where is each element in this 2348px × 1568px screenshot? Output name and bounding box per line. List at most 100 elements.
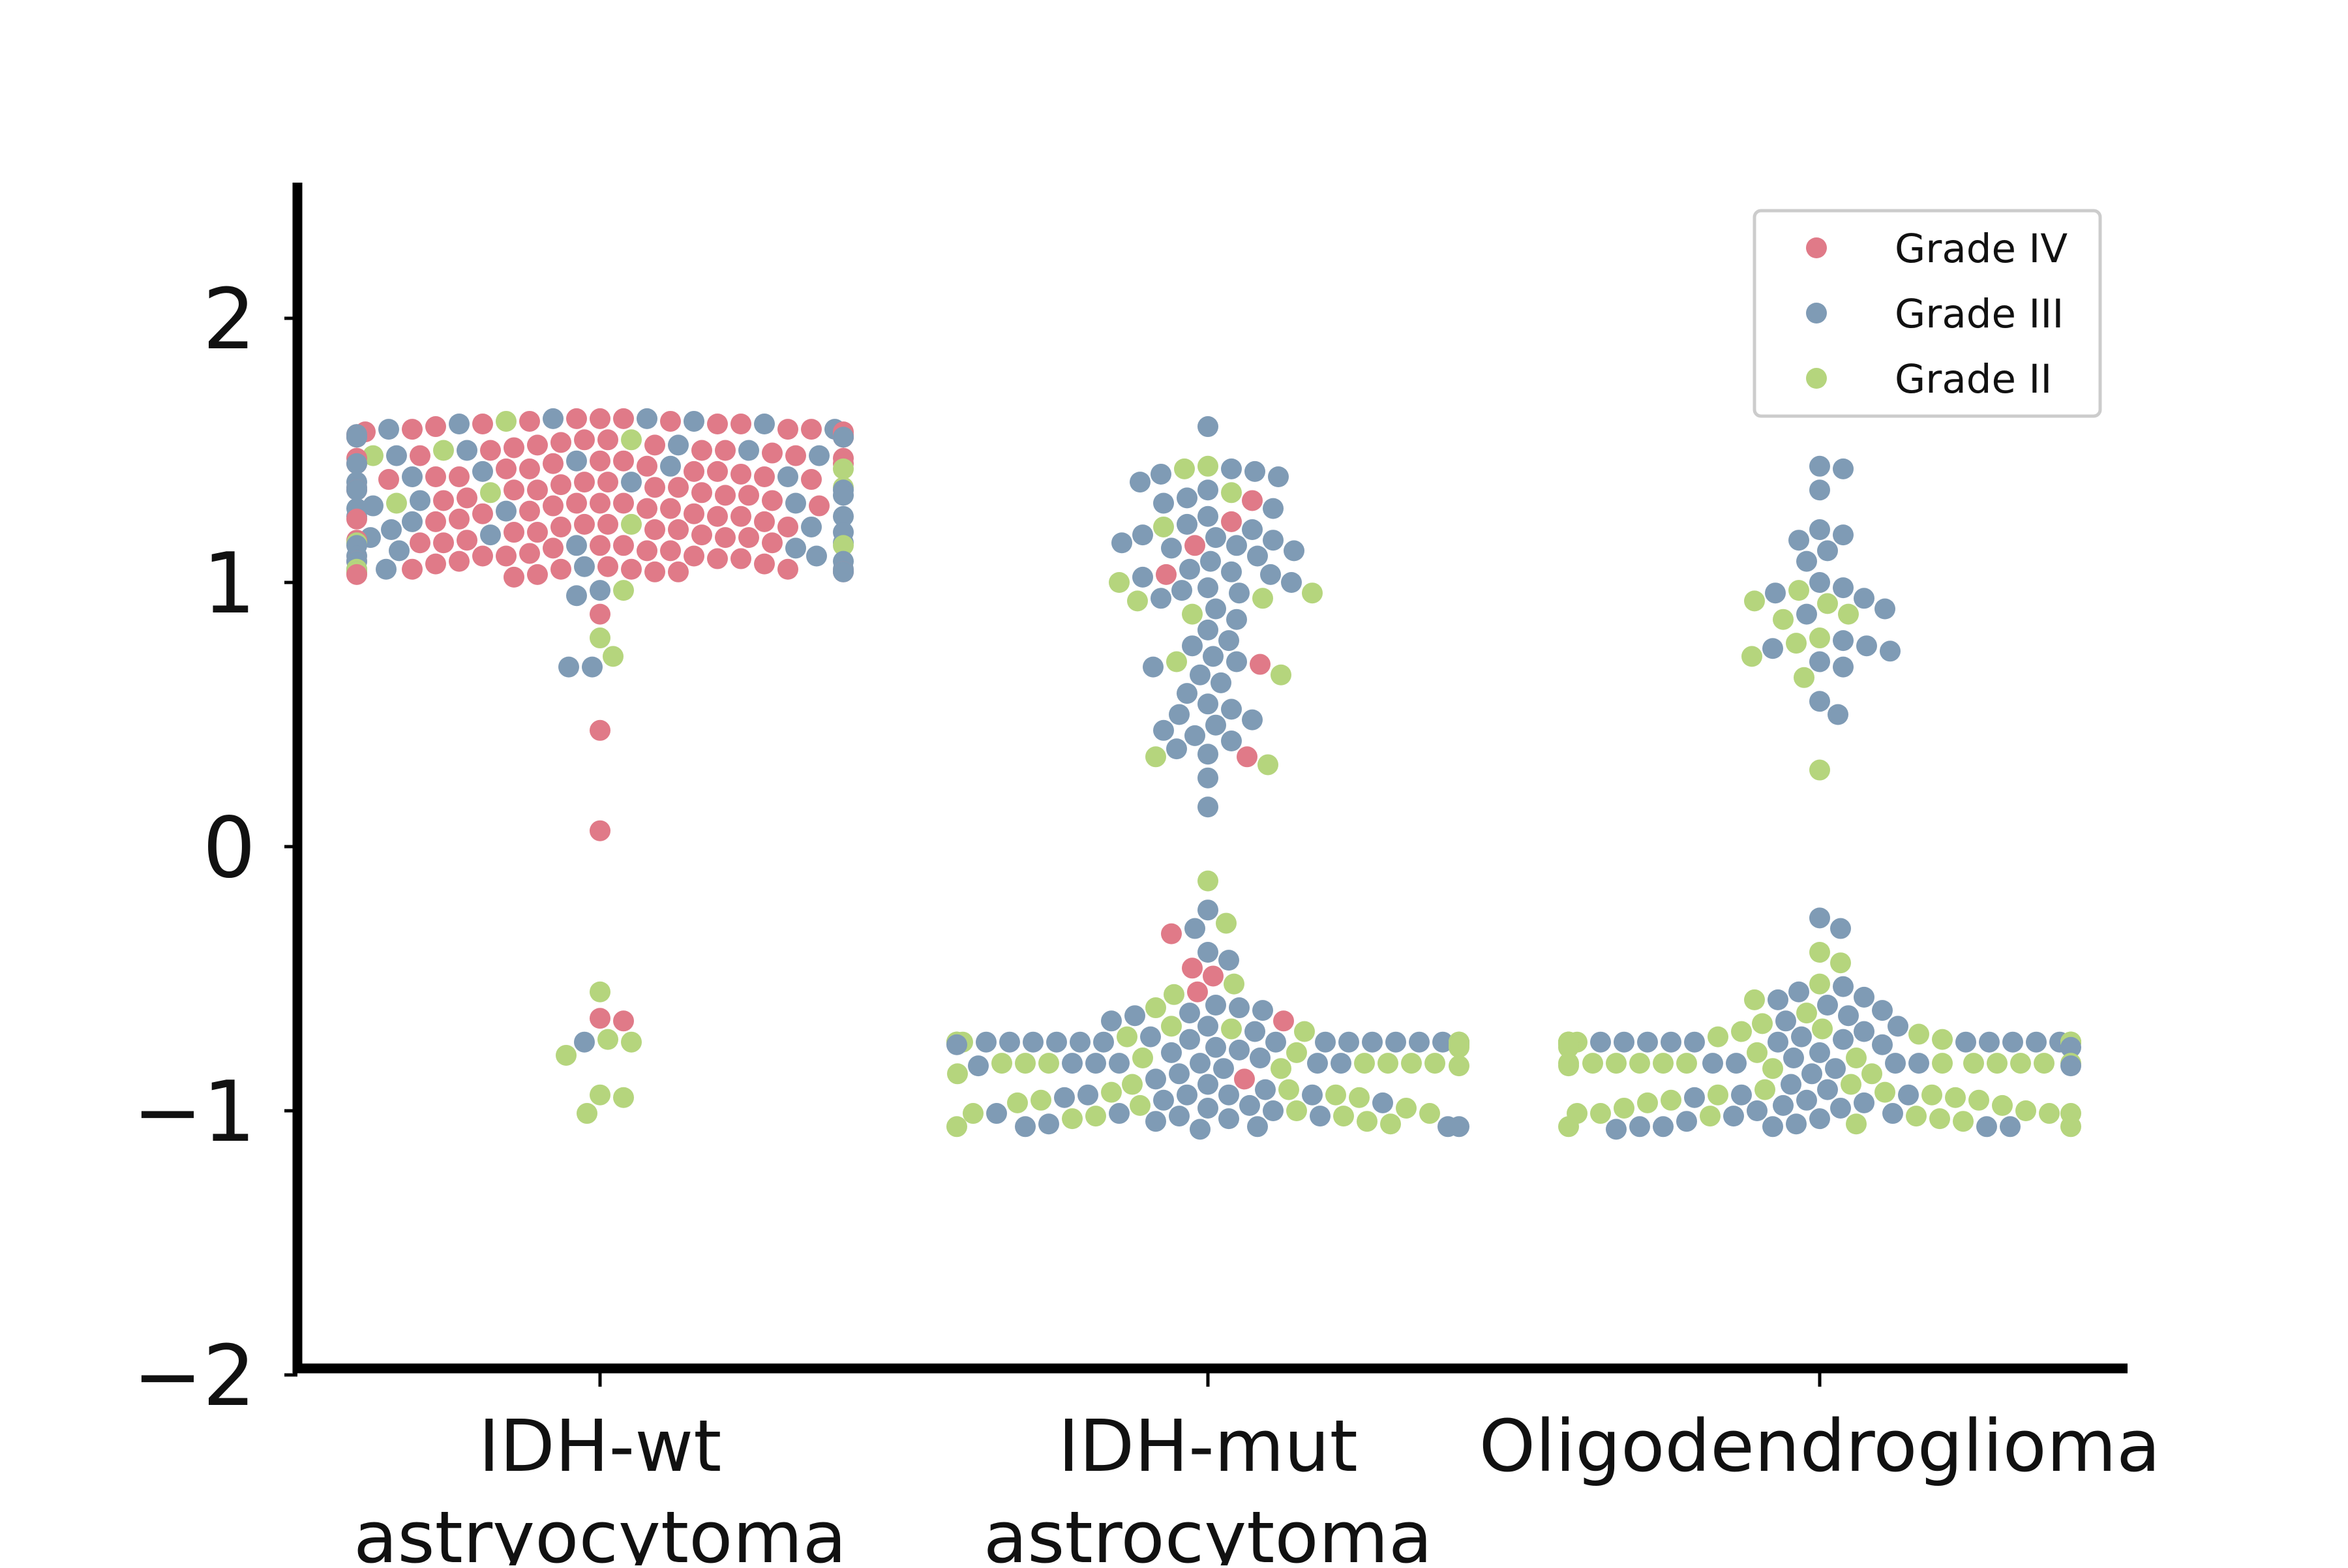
data-point-grade-iii (1263, 530, 1284, 550)
data-point-grade-iii (1244, 461, 1265, 482)
y-tick-label: 2 (203, 271, 256, 369)
data-point-grade-iii (1372, 1093, 1393, 1113)
data-point-grade-ii (1812, 1018, 1833, 1039)
data-point-grade-ii (1286, 1100, 1307, 1121)
data-point-grade-iv (433, 490, 454, 511)
data-point-grade-ii (1953, 1111, 1974, 1132)
data-point-grade-iii (1255, 1079, 1276, 1100)
data-point-grade-ii (1197, 456, 1218, 477)
data-point-grade-iii (1226, 652, 1247, 672)
data-point-grade-iv (543, 537, 564, 558)
data-point-grade-iii (1151, 464, 1171, 485)
data-point-grade-iii (1205, 715, 1226, 736)
data-point-grade-iv (590, 1008, 610, 1029)
data-point-grade-iv (730, 464, 751, 485)
data-point-grade-iii (1854, 588, 1874, 609)
data-point-grade-iii (1247, 546, 1268, 567)
data-point-grade-iii (1062, 1053, 1083, 1074)
data-point-grade-ii (1590, 1103, 1611, 1124)
data-point-grade-iii (1281, 572, 1302, 593)
data-point-grade-ii (1333, 1106, 1354, 1126)
data-point-grade-ii (621, 1032, 642, 1053)
data-point-grade-iii (1809, 519, 1830, 540)
data-point-grade-ii (1629, 1053, 1650, 1074)
data-point-grade-iii (1093, 1032, 1114, 1053)
data-point-grade-ii (1085, 1106, 1106, 1126)
data-point-grade-iii (346, 427, 367, 447)
data-point-grade-iii (1218, 630, 1239, 651)
data-point-grade-iii (574, 556, 595, 577)
data-point-grade-iii (1109, 1053, 1130, 1074)
data-point-grade-iii (637, 408, 657, 429)
data-point-grade-iii (1768, 989, 1788, 1010)
data-point-grade-iii (1124, 1005, 1145, 1026)
data-point-grade-iii (410, 490, 430, 511)
data-point-grade-iv (1250, 654, 1271, 675)
data-point-grade-iii (1788, 982, 1809, 1003)
data-point-grade-ii (1754, 1079, 1775, 1100)
data-point-grade-iv (762, 443, 783, 464)
data-point-grade-iv (738, 485, 759, 505)
data-point-grade-iii (1385, 1032, 1406, 1053)
data-point-grade-iii (1166, 738, 1187, 759)
data-point-grade-iv (566, 493, 587, 514)
data-point-grade-ii (1031, 1090, 1051, 1111)
data-point-grade-iii (1833, 630, 1854, 651)
data-point-grade-iv (457, 487, 477, 508)
data-point-grade-iv (1234, 1068, 1255, 1089)
data-point-grade-ii (1007, 1093, 1028, 1113)
data-point-grade-iii (1781, 1074, 1801, 1095)
data-point-grade-ii (1271, 665, 1291, 686)
data-point-grade-ii (603, 646, 624, 667)
data-point-grade-iv (801, 419, 822, 440)
data-point-grade-iv (1221, 511, 1242, 532)
data-point-grade-ii (1354, 1053, 1375, 1074)
data-point-grade-ii (556, 1045, 577, 1066)
data-point-grade-ii (1874, 1082, 1895, 1103)
data-point-grade-ii (1558, 1116, 1579, 1137)
data-point-grade-ii (1921, 1085, 1942, 1106)
data-point-grade-iv (613, 493, 634, 514)
x-tick-label-line1: Oligodendroglioma (1479, 1404, 2161, 1488)
data-point-grade-iii (566, 535, 587, 556)
data-point-grade-iv (527, 564, 548, 585)
data-point-grade-iii (1109, 1103, 1130, 1124)
data-point-grade-ii (480, 482, 501, 503)
data-point-grade-iii (660, 456, 681, 477)
data-point-grade-iii (1177, 1085, 1197, 1106)
data-point-grade-iii (1169, 704, 1190, 725)
data-point-grade-iv (691, 482, 712, 503)
data-point-grade-iv (590, 408, 610, 429)
x-ticks: IDH-wtastryocytomaIDH-mutastrocytomaOlig… (354, 1373, 2160, 1565)
data-point-grade-iii (1409, 1032, 1430, 1053)
data-point-grade-iii (1838, 1005, 1859, 1026)
data-point-grade-iii (1077, 1085, 1098, 1106)
data-point-grade-ii (963, 1103, 984, 1124)
data-point-grade-ii (1809, 942, 1830, 963)
data-point-grade-iii (1218, 1108, 1239, 1129)
data-point-grade-iii (1023, 1032, 1044, 1053)
data-point-grade-iii (1145, 1111, 1166, 1132)
data-point-grade-iii (1151, 588, 1171, 609)
data-point-grade-ii (1038, 1053, 1059, 1074)
data-point-grade-ii (1424, 1053, 1445, 1074)
data-point-grade-iii (1177, 514, 1197, 535)
data-point-grade-iii (472, 461, 493, 482)
data-point-grade-iv (346, 564, 367, 585)
data-point-grade-iii (1200, 551, 1221, 572)
data-point-grade-iii (968, 1055, 989, 1076)
data-point-grade-ii (1744, 989, 1765, 1010)
data-point-grade-iii (1242, 519, 1263, 540)
data-point-grade-iii (1197, 796, 1218, 817)
data-point-grade-iv (402, 419, 423, 440)
data-point-grade-iii (1726, 1053, 1747, 1074)
data-point-grade-iii (1809, 1108, 1830, 1129)
data-point-grade-iv (410, 532, 430, 553)
data-point-grade-iii (1197, 620, 1218, 641)
data-point-grade-iii (1872, 1000, 1893, 1021)
data-point-grade-ii (433, 440, 454, 461)
data-point-grade-iv (754, 511, 775, 532)
data-point-grade-iii (1809, 691, 1830, 712)
data-point-grade-iv (613, 408, 634, 429)
